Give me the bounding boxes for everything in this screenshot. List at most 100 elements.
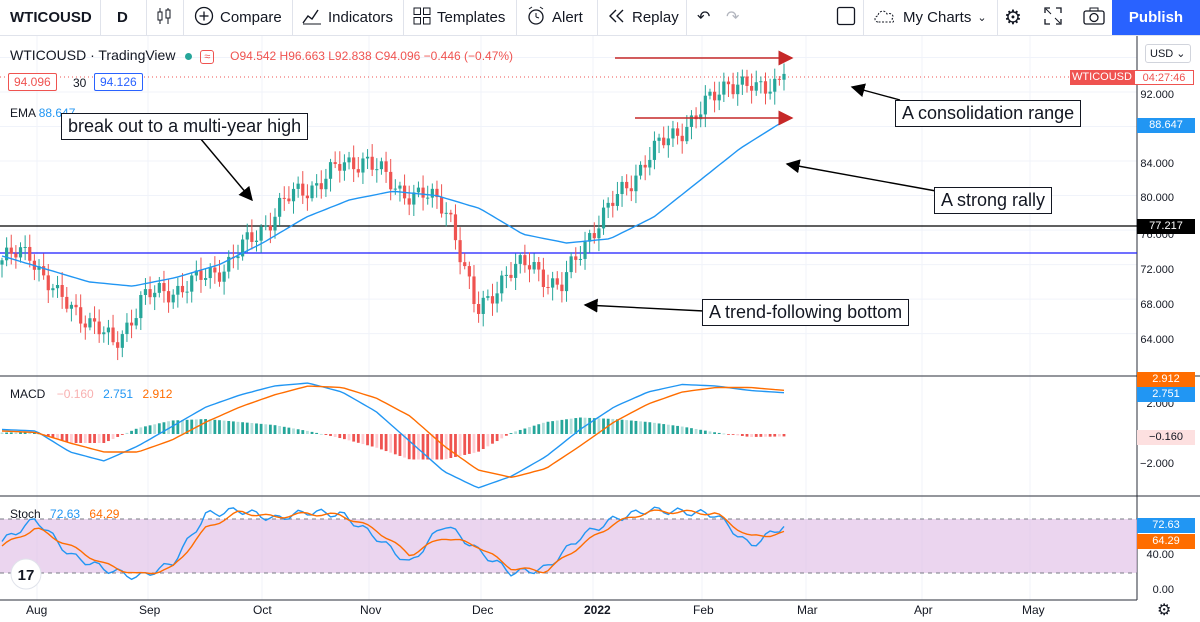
macd-hist-bar [782, 434, 786, 437]
candle [245, 232, 249, 240]
macd-hist-bar [60, 434, 64, 441]
macd-hist-bar [329, 434, 332, 436]
macd-hist-bar [639, 421, 642, 434]
annotation-bottom[interactable]: A trend-following bottom [702, 299, 910, 326]
macd-hist-bar [491, 434, 494, 444]
macd-hist-bar [301, 430, 305, 434]
fullscreen-button[interactable] [1044, 0, 1062, 35]
candle [712, 91, 717, 101]
time-label: Aug [26, 603, 48, 617]
candle [361, 158, 365, 173]
square-icon [836, 6, 856, 30]
candle [162, 283, 166, 292]
macd-signal-line [1, 385, 785, 479]
annotation-breakout[interactable]: break out to a multi-year high [61, 113, 309, 140]
macd-hist-bar [629, 420, 633, 434]
candle [125, 322, 129, 335]
chart-type-button[interactable] [156, 0, 172, 35]
replay-button[interactable]: Replay [608, 0, 679, 35]
macd-hist-bar [703, 430, 707, 434]
candle [449, 212, 453, 215]
macd-hist-bar [259, 423, 263, 434]
indicators-button[interactable]: Indicators [302, 0, 393, 35]
snapshot-button[interactable] [1083, 0, 1105, 35]
axis-settings-button[interactable]: ⚙ [1157, 600, 1171, 620]
candle [467, 266, 471, 277]
chart-grid [0, 36, 1137, 600]
annotation-consolidation[interactable]: A consolidation range [895, 100, 1082, 127]
ema-price-tag: 88.647 [1137, 118, 1195, 133]
macd-hist-bar [620, 419, 624, 434]
macd-hist-value: −0.160 [56, 387, 94, 401]
macd-hist-bar [777, 434, 781, 437]
redo-button[interactable]: ↷ [726, 0, 739, 35]
macd-hist-bar [403, 434, 406, 458]
macd-hist-bar [93, 434, 96, 443]
macd-signal-value: 2.912 [142, 387, 173, 401]
stoch-k-line [1, 506, 785, 581]
compare-button[interactable]: Compare [194, 0, 282, 35]
time-label: Sep [139, 603, 161, 617]
buy-button[interactable]: 94.126 [94, 73, 143, 91]
macd-hist-bar [88, 434, 92, 443]
macd-hist-bar [472, 434, 476, 453]
indicator-wave-icon[interactable]: ≈ [200, 50, 215, 64]
macd-hist-bar [657, 423, 661, 434]
macd-hist-bar [440, 434, 443, 460]
candle [296, 183, 300, 189]
candle [662, 137, 666, 146]
time-axis[interactable]: Aug Sep Oct Nov Dec 2022 Feb Mar Apr May [0, 600, 1137, 622]
macd-hist-bar [495, 434, 499, 442]
legend-title: WTICOUSD · TradingView [10, 47, 176, 63]
top-toolbar: WTICOUSD D Compare Indicators Templates … [0, 0, 1200, 36]
macd-hist-bar [717, 432, 721, 434]
macd-hist-bar [157, 423, 161, 434]
replay-label: Replay [632, 9, 679, 26]
spread-value: 30 [73, 76, 87, 90]
macd-hist-bar [287, 427, 291, 434]
templates-button[interactable]: Templates [413, 0, 505, 35]
my-charts-button[interactable]: My Charts ⌄ [873, 0, 987, 35]
candle [680, 135, 684, 142]
layout-button[interactable] [836, 0, 856, 35]
rewind-icon [608, 8, 626, 28]
my-charts-label: My Charts [903, 9, 972, 26]
stoch-band [0, 519, 1137, 573]
candle [88, 318, 92, 328]
interval-button[interactable]: D [117, 0, 128, 35]
candle [51, 288, 55, 291]
macd-line [1, 382, 785, 489]
settings-button[interactable]: ⚙ [1004, 0, 1022, 35]
candle [28, 246, 32, 261]
tradingview-logo[interactable]: 17 [10, 558, 42, 590]
candle [319, 183, 323, 190]
rally-arrow [785, 159, 937, 192]
consolidation-arrow [850, 83, 901, 101]
macd-hist-bar [421, 434, 425, 460]
publish-button[interactable]: Publish [1112, 0, 1200, 35]
price-tick: 92.000 [1140, 89, 1174, 101]
plus-circle-icon [194, 6, 214, 30]
annotation-rally[interactable]: A strong rally [934, 187, 1053, 214]
macd-hist-bar [352, 434, 356, 442]
macd-hist-bar [500, 434, 504, 439]
undo-button[interactable]: ↶ [697, 0, 710, 35]
macd-hist-bar [481, 434, 485, 449]
macd-hist-bar [759, 434, 763, 437]
macd-hist-bar [504, 434, 508, 436]
candle [518, 255, 522, 264]
currency-selector[interactable]: USD ⌄ [1145, 44, 1191, 63]
macd-hist-bar [523, 428, 527, 434]
macd-hist-bar [708, 431, 712, 434]
symbol-search[interactable]: WTICOUSD [10, 0, 92, 35]
macd-hist-bar [458, 434, 462, 456]
macd-hist-bar [102, 434, 106, 443]
macd-hist-bar [680, 426, 684, 434]
sell-button[interactable]: 94.096 [8, 73, 57, 91]
macd-hist-bar [134, 428, 138, 434]
candle [652, 140, 657, 160]
macd-hist-bar [467, 434, 471, 454]
macd-hist-bar [213, 419, 217, 434]
alert-button[interactable]: Alert [526, 0, 583, 35]
candle [305, 195, 309, 199]
